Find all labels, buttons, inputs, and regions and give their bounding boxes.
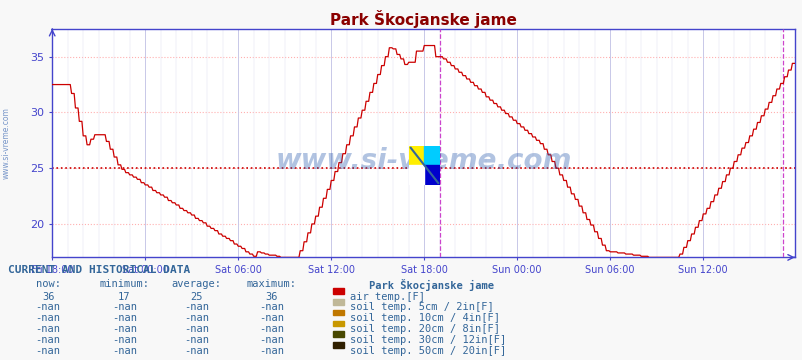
Text: soil temp. 30cm / 12in[F]: soil temp. 30cm / 12in[F] [350, 335, 506, 345]
Text: soil temp. 5cm / 2in[F]: soil temp. 5cm / 2in[F] [350, 302, 493, 312]
Text: -nan: -nan [184, 313, 209, 323]
Text: air temp.[F]: air temp.[F] [350, 292, 424, 302]
Text: -nan: -nan [184, 335, 209, 345]
Text: -nan: -nan [258, 302, 284, 312]
Text: soil temp. 50cm / 20in[F]: soil temp. 50cm / 20in[F] [350, 346, 506, 356]
Text: -nan: -nan [111, 313, 137, 323]
Text: now:: now: [35, 279, 61, 289]
Text: Park Škocjanske jame: Park Škocjanske jame [369, 279, 494, 291]
Text: -nan: -nan [111, 346, 137, 356]
Text: -nan: -nan [35, 346, 61, 356]
Title: Park Škocjanske jame: Park Škocjanske jame [330, 10, 516, 28]
Bar [424, 165, 439, 185]
Text: 36: 36 [265, 292, 277, 302]
Text: -nan: -nan [111, 302, 137, 312]
Text: -nan: -nan [35, 313, 61, 323]
Text: -nan: -nan [184, 346, 209, 356]
Text: soil temp. 10cm / 4in[F]: soil temp. 10cm / 4in[F] [350, 313, 500, 323]
Bar [424, 146, 439, 165]
Text: -nan: -nan [35, 324, 61, 334]
Text: -nan: -nan [35, 302, 61, 312]
Text: 17: 17 [118, 292, 131, 302]
Text: maximum:: maximum: [246, 279, 296, 289]
Text: -nan: -nan [35, 335, 61, 345]
Text: -nan: -nan [258, 313, 284, 323]
Text: 36: 36 [42, 292, 55, 302]
Text: soil temp. 20cm / 8in[F]: soil temp. 20cm / 8in[F] [350, 324, 500, 334]
Text: minimum:: minimum: [99, 279, 149, 289]
Text: CURRENT AND HISTORICAL DATA: CURRENT AND HISTORICAL DATA [8, 265, 190, 275]
Text: -nan: -nan [111, 335, 137, 345]
Text: -nan: -nan [258, 324, 284, 334]
Text: -nan: -nan [258, 335, 284, 345]
Text: 25: 25 [190, 292, 203, 302]
Text: -nan: -nan [184, 324, 209, 334]
Text: -nan: -nan [111, 324, 137, 334]
Text: average:: average: [172, 279, 221, 289]
Bar [409, 146, 424, 165]
Bar [409, 165, 424, 185]
Text: -nan: -nan [184, 302, 209, 312]
Text: www.si-vreme.com: www.si-vreme.com [2, 107, 11, 179]
Text: -nan: -nan [258, 346, 284, 356]
Text: www.si-vreme.com: www.si-vreme.com [275, 147, 571, 175]
